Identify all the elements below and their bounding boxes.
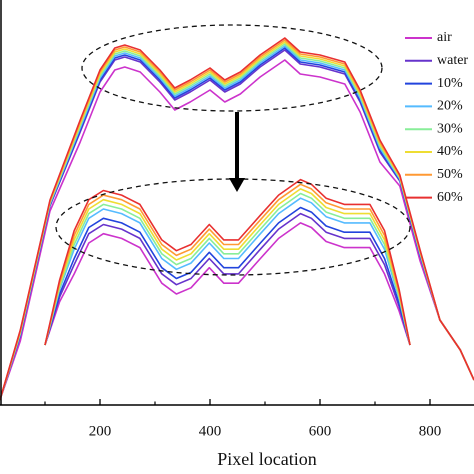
series-line [0, 59, 474, 401]
series-line [44, 183, 411, 346]
legend-label: air [437, 30, 452, 45]
series-line [0, 45, 474, 401]
series-line [0, 39, 474, 401]
series-line [44, 178, 411, 346]
legend-label: 20% [437, 99, 463, 114]
series-line [0, 43, 474, 401]
series-line [0, 37, 474, 401]
axes: 200 400 600 800 [0, 0, 474, 439]
series-line [44, 222, 411, 346]
x-tick-label: 800 [419, 423, 442, 439]
arrow-head [229, 178, 245, 192]
plot-area [0, 37, 474, 401]
legend-label: water [437, 53, 468, 68]
highlight-ellipse [55, 178, 411, 276]
legend-label: 50% [437, 167, 463, 182]
highlight-ellipse [81, 24, 383, 112]
series-line [44, 192, 411, 346]
legend: air water 10% 20% 30% 40% 50% 60% [405, 30, 468, 205]
legend-label: 60% [437, 190, 463, 205]
x-tick-label: 400 [199, 423, 222, 439]
x-tick-label: 600 [309, 423, 332, 439]
x-axis-label: Pixel location [217, 449, 316, 469]
legend-label: 30% [437, 121, 463, 136]
series-line [44, 212, 411, 346]
series-line [44, 188, 411, 346]
x-tick-label: 200 [89, 423, 112, 439]
legend-label: 10% [437, 76, 463, 91]
series-line [0, 47, 474, 401]
series-line [44, 206, 411, 346]
series-line [44, 197, 411, 346]
series-line [0, 49, 474, 401]
legend-label: 40% [437, 144, 463, 159]
